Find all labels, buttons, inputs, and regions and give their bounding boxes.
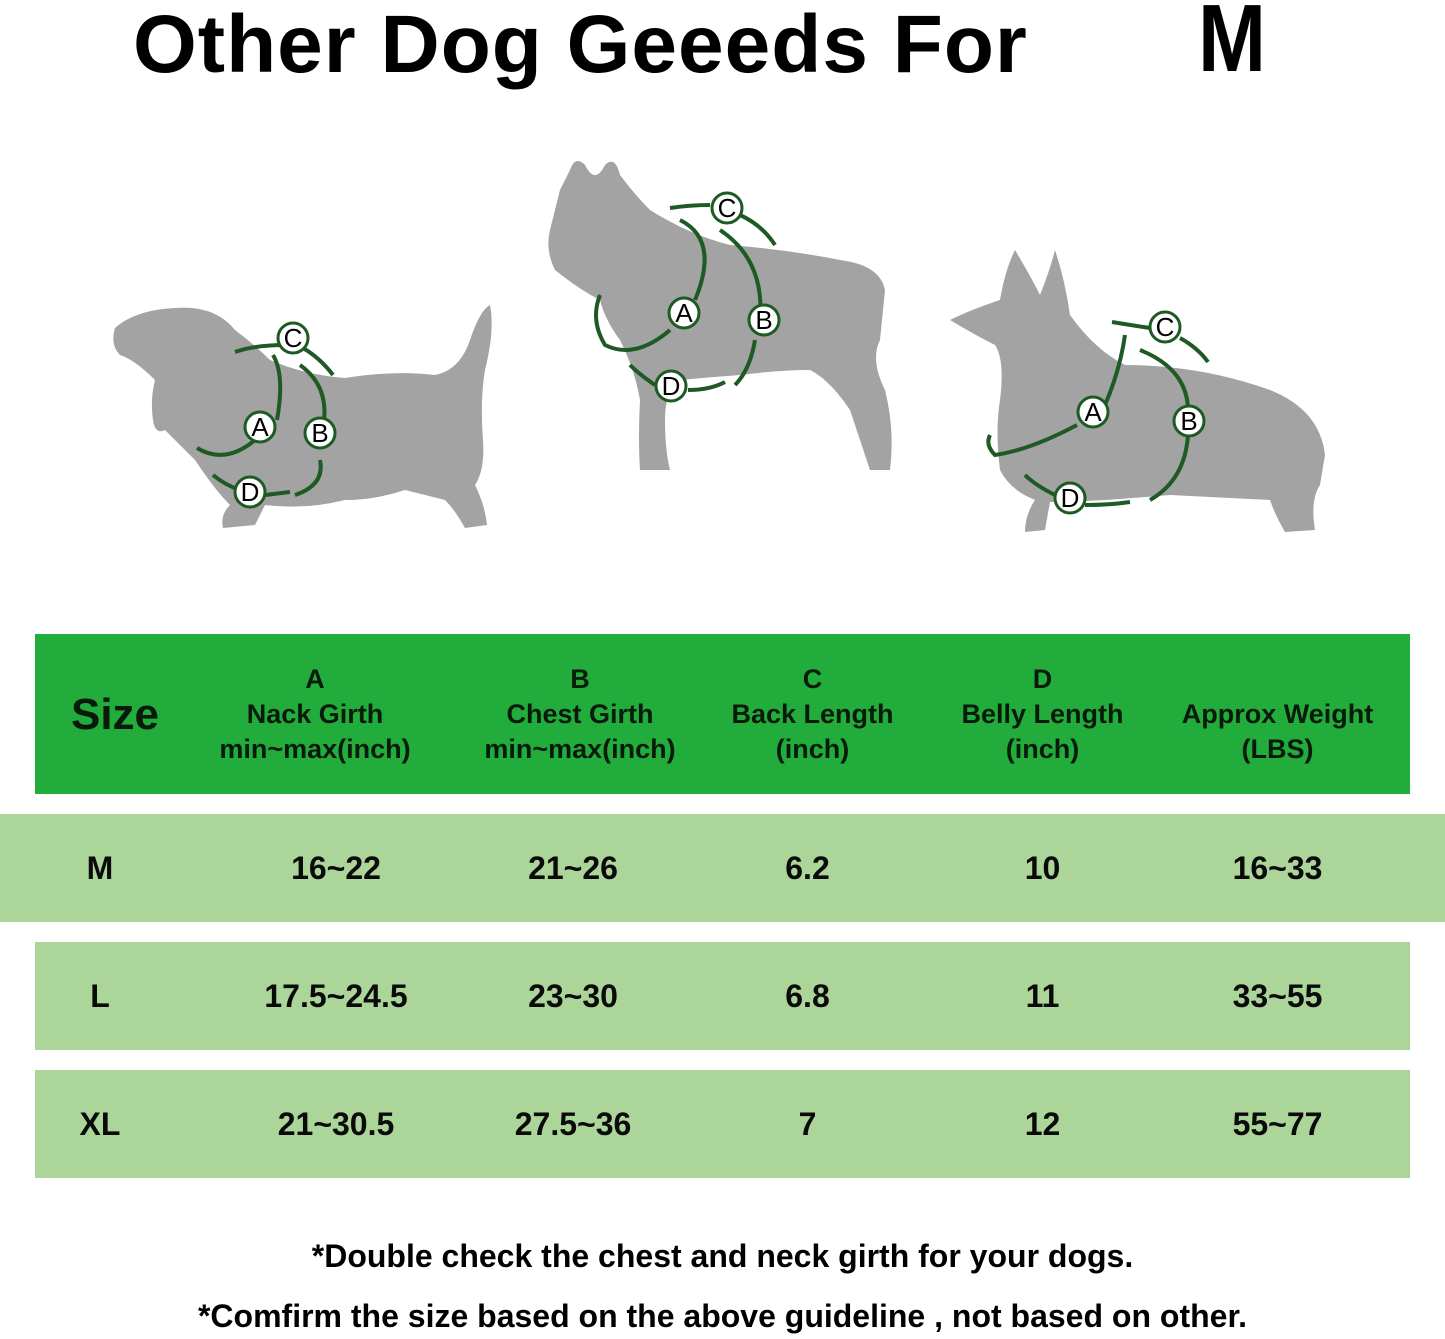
- cell-back-length: 6.2: [785, 849, 830, 886]
- size-table-header: Size A Nack Girth min~max(inch) B Chest Gir…: [35, 634, 1410, 794]
- svg-text:D: D: [1061, 483, 1080, 513]
- cell-belly-length: 12: [1024, 1105, 1061, 1142]
- svg-text:B: B: [1180, 406, 1197, 436]
- cell-back-length: 6.8: [785, 977, 830, 1014]
- note-confirm-size: *Comfirm the size based on the above gui…: [197, 1298, 1248, 1334]
- cell-weight: 33~55: [1232, 977, 1323, 1014]
- cell-size: XL: [79, 1105, 121, 1142]
- title-size-highlight: M: [1198, 0, 1266, 92]
- svg-text:B: B: [755, 305, 772, 335]
- svg-text:D: D: [241, 477, 260, 507]
- header-belly-length: D Belly Length (inch): [961, 663, 1124, 764]
- svg-text:A: A: [1084, 397, 1102, 427]
- header-size: Size: [70, 689, 160, 739]
- table-row-m: M 16~22 21~26 6.2 10 16~33: [0, 814, 1445, 922]
- cell-neck-girth: 16~22: [291, 849, 381, 886]
- svg-text:D: D: [662, 371, 681, 401]
- cell-chest-girth: 23~30: [528, 977, 618, 1014]
- svg-text:B: B: [311, 418, 328, 448]
- french-bulldog-silhouette: C A B D: [540, 150, 900, 480]
- cell-size: M: [86, 849, 114, 886]
- note-double-check: *Double check the chest and neck girth f…: [311, 1238, 1134, 1274]
- cell-weight: 16~33: [1232, 849, 1323, 886]
- cell-belly-length: 11: [1025, 977, 1060, 1014]
- svg-text:C: C: [718, 193, 737, 223]
- cell-neck-girth: 21~30.5: [277, 1105, 395, 1142]
- header-neck-girth: A Nack Girth min~max(inch): [219, 663, 411, 764]
- basset-hound-silhouette: C A B D: [105, 300, 505, 540]
- table-row-xl: XL 21~30.5 27.5~36 7 12 55~77: [35, 1070, 1410, 1178]
- cell-belly-length: 10: [1024, 849, 1061, 886]
- cell-neck-girth: 17.5~24.5: [264, 977, 408, 1014]
- table-row-l: L 17.5~24.5 23~30 6.8 11 33~55: [35, 942, 1410, 1050]
- cell-chest-girth: 21~26: [528, 849, 618, 886]
- header-chest-girth: B Chest Girth min~max(inch): [484, 663, 676, 764]
- header-approx-weight: Approx Weight (LBS): [1181, 698, 1374, 764]
- svg-text:C: C: [284, 323, 303, 353]
- title-text: Other Dog Geeeds For: [133, 0, 1028, 90]
- corgi-silhouette: C A B D: [940, 240, 1340, 540]
- cell-weight: 55~77: [1232, 1105, 1323, 1142]
- cell-chest-girth: 27.5~36: [514, 1105, 632, 1142]
- svg-text:A: A: [251, 412, 269, 442]
- page-title: Other Dog Geeeds For M: [0, 0, 1445, 100]
- svg-text:A: A: [675, 298, 693, 328]
- measurement-diagram: C A B D C: [0, 140, 1445, 560]
- cell-size: L: [90, 977, 110, 1014]
- cell-back-length: 7: [798, 1105, 817, 1142]
- header-back-length: C Back Length (inch): [731, 663, 894, 764]
- svg-text:C: C: [1156, 312, 1175, 342]
